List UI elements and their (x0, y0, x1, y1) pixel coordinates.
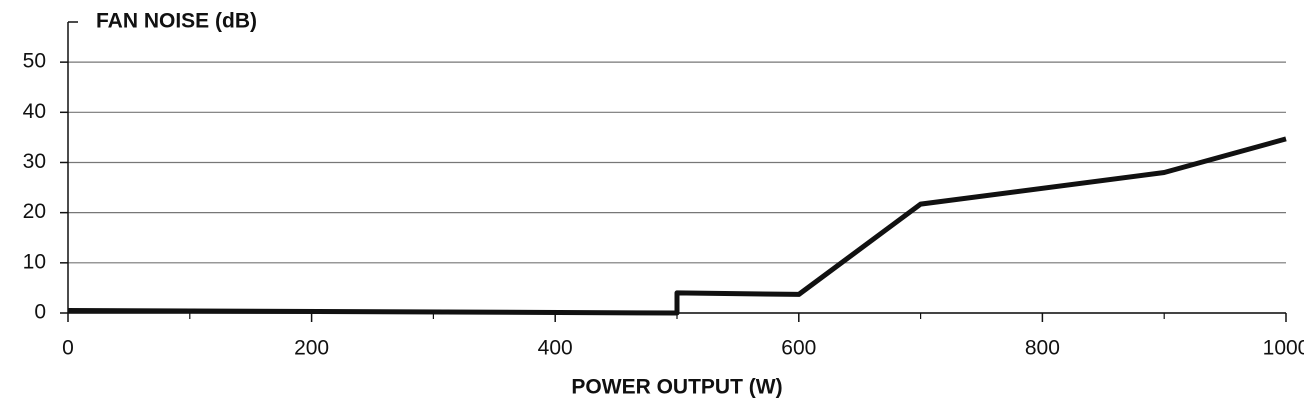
y-axis-label: FAN NOISE (dB) (96, 10, 257, 33)
y-tick-label: 0 (34, 301, 46, 324)
x-axis-label: POWER OUTPUT (W) (571, 376, 782, 399)
x-tick-label: 200 (294, 337, 329, 360)
x-tick-label: 0 (62, 337, 74, 360)
y-tick-label: 20 (23, 200, 46, 223)
x-tick-label: 400 (538, 337, 573, 360)
x-tick-label: 600 (781, 337, 816, 360)
x-tick-label: 1000 (1263, 337, 1304, 360)
x-tick-label: 800 (1025, 337, 1060, 360)
y-tick-label: 10 (23, 250, 46, 273)
y-tick-label: 30 (23, 150, 46, 173)
data-line (67, 136, 1287, 316)
y-tick-label: 50 (23, 50, 46, 73)
y-tick-label: 40 (23, 100, 46, 123)
